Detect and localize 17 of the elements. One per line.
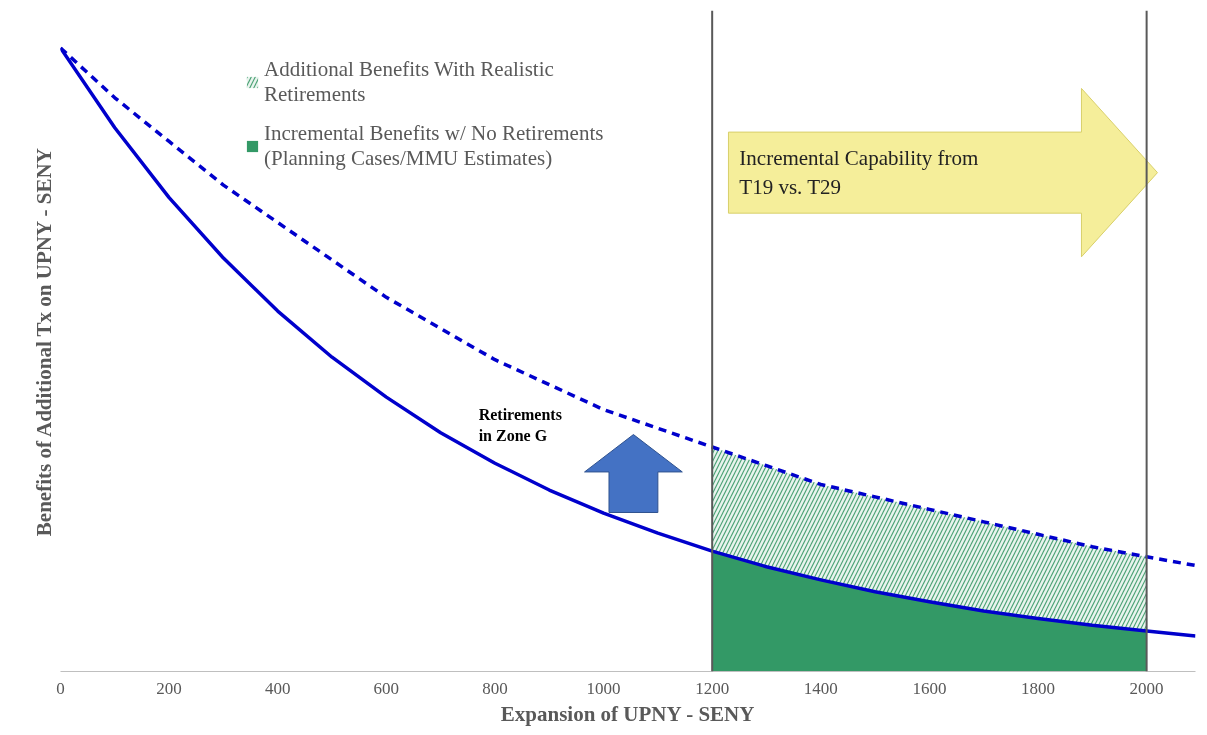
x-axis-title: Expansion of UPNY - SENY xyxy=(500,701,755,726)
x-tick-label: 400 xyxy=(264,678,291,698)
x-tick-label: 2000 xyxy=(1129,678,1164,698)
x-tick-label: 1600 xyxy=(912,678,947,698)
x-tick-label: 200 xyxy=(156,678,182,698)
legend-label: Additional Benefits With Realistic Retirements xyxy=(264,57,554,107)
x-tick-label: 1200 xyxy=(695,678,730,698)
annotation: Retirements in Zone G xyxy=(478,406,562,444)
y-axis-title: Benefits of Additional Tx on UPNY - SENY xyxy=(31,148,56,537)
legend-label: Incremental Benefits w/ No Retirements (Planning Cases/MMU Estimates) xyxy=(264,121,604,171)
x-tick-label: 0 xyxy=(56,678,65,698)
x-tick-label: 1800 xyxy=(1021,678,1056,698)
x-tick-label: 600 xyxy=(373,678,400,698)
x-tick-label: 800 xyxy=(482,678,508,698)
annotation: Incremental Capability from T19 vs. T29 xyxy=(739,146,979,200)
x-tick-label: 1400 xyxy=(803,678,838,698)
x-tick-label: 1000 xyxy=(586,678,621,698)
